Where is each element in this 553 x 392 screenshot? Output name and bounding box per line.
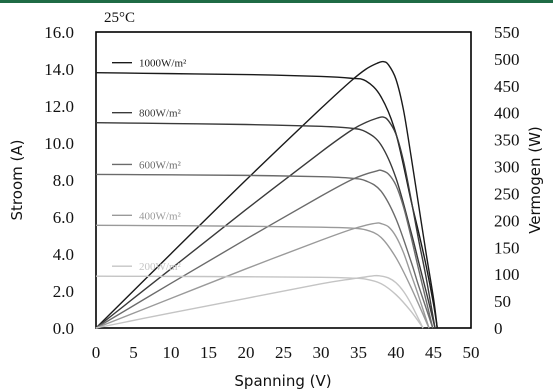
- y-right-tick-label: 50: [494, 292, 511, 311]
- x-tick-label: 40: [388, 343, 405, 362]
- legend-label: 400W/m²: [139, 210, 181, 222]
- y-left-tick-label: 8.0: [53, 171, 74, 190]
- top-accent-bar: [0, 0, 553, 3]
- power-curve: [95, 274, 424, 329]
- x-tick-label: 0: [92, 343, 101, 362]
- x-tick-label: 10: [163, 343, 180, 362]
- y-left-tick-label: 16.0: [44, 23, 74, 42]
- y-right-tick-label: 200: [494, 211, 520, 230]
- y-right-tick-label: 500: [494, 50, 520, 69]
- y-right-tick-label: 0: [494, 319, 503, 338]
- y-left-tick-label: 10.0: [44, 134, 74, 153]
- y-right-tick-label: 100: [494, 265, 520, 284]
- series-lines: [95, 60, 438, 329]
- x-axis-title: Spanning (V): [234, 372, 331, 390]
- y-left-tick-label: 14.0: [44, 60, 74, 79]
- legend-label: 800W/m²: [139, 108, 181, 120]
- legend: 1000W/m² 800W/m² 600W/m² 400W/m² 200W/m²: [112, 58, 187, 273]
- y-axis-left-title: Stroom (A): [8, 140, 26, 221]
- power-curve: [95, 116, 436, 329]
- y-right-tick-label: 550: [494, 23, 520, 42]
- x-tick-label: 20: [238, 343, 255, 362]
- legend-label: 200W/m²: [139, 261, 181, 273]
- y-right-tick-label: 350: [494, 131, 520, 150]
- y-left-tick-label: 0.0: [53, 319, 74, 338]
- x-tick-label: 45: [425, 343, 442, 362]
- current-curve: [95, 121, 436, 329]
- y-axis-right-title: Vermogen (W): [526, 126, 544, 234]
- y-right-tick-label: 450: [494, 77, 520, 96]
- y-right-tick-label: 250: [494, 184, 520, 203]
- power-curve: [95, 169, 434, 329]
- x-tick-label: 35: [350, 343, 367, 362]
- y-right-tick-label: 300: [494, 158, 520, 177]
- current-curve: [95, 224, 430, 329]
- legend-label: 600W/m²: [139, 159, 181, 171]
- y-left-tick-label: 12.0: [44, 97, 74, 116]
- plot-frame: [95, 31, 472, 329]
- current-curve: [95, 275, 424, 329]
- x-tick-label: 15: [200, 343, 217, 362]
- x-tick-label: 5: [129, 343, 138, 362]
- legend-label: 1000W/m²: [139, 58, 187, 70]
- x-tick-label: 50: [463, 343, 480, 362]
- current-curve: [95, 173, 434, 329]
- axis-ticks: 0 5 10 15 20 25 30 35 40 45 50 0.0 2.0 4.0 6.0 8.0 10.0 1…: [44, 23, 519, 362]
- x-tick-label: 30: [313, 343, 330, 362]
- y-left-tick-label: 6.0: [53, 208, 74, 227]
- current-curve: [95, 72, 438, 329]
- x-tick-label: 25: [275, 343, 292, 362]
- temperature-annotation: 25°C: [104, 10, 135, 26]
- power-curve: [95, 222, 430, 329]
- y-right-tick-label: 150: [494, 238, 520, 257]
- y-left-tick-label: 4.0: [53, 245, 74, 264]
- y-right-tick-label: 400: [494, 104, 520, 123]
- y-left-tick-label: 2.0: [53, 282, 74, 301]
- power-curve: [95, 60, 438, 329]
